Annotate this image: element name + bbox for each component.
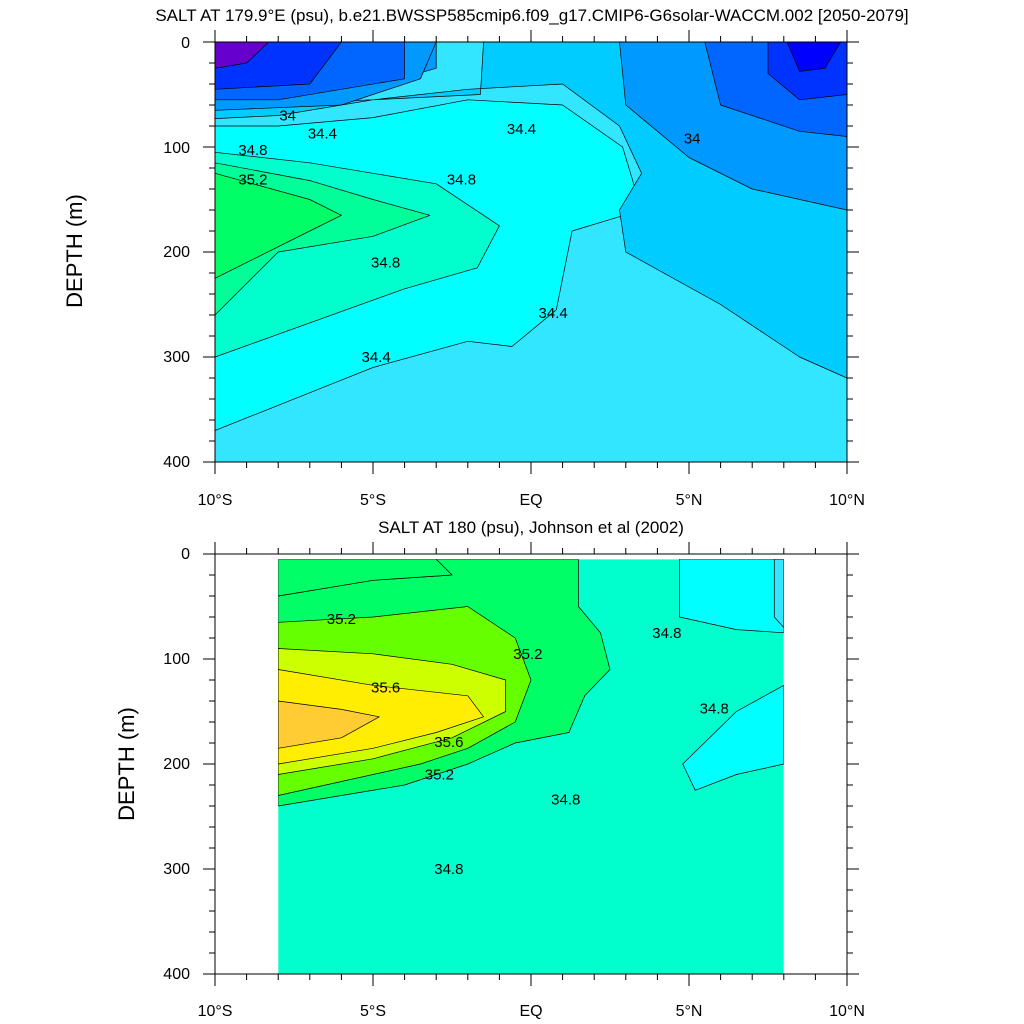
y-tick-label: 200 (163, 756, 190, 773)
contour-region (215, 172, 342, 279)
contour-label: 34 (684, 131, 701, 148)
contour-region (773, 559, 784, 628)
x-tick-label: EQ (519, 492, 542, 509)
y-tick-label: 100 (163, 651, 190, 668)
contour-label: 34.4 (308, 125, 337, 142)
y-tick-label: 300 (163, 861, 190, 878)
contour-fill-group (278, 559, 784, 974)
contour-label: 34.8 (447, 172, 476, 189)
contour-label: 34.8 (652, 625, 681, 642)
contour-label: 34.8 (700, 700, 729, 717)
contour-region (786, 42, 842, 72)
y-tick-labels: 0 100 200 300 400 (163, 35, 190, 471)
contour-region (215, 42, 270, 69)
y-tick-label: 0 (181, 35, 190, 52)
contour-region (278, 669, 484, 765)
contour-label: 34.4 (362, 349, 391, 366)
contour-label: 35.2 (425, 767, 454, 784)
x-tick-label: 10°S (198, 492, 233, 509)
plot-area: 34 34.4 34.8 35.2 34.8 34.4 34 34.8 34.4 34.4 (203, 30, 859, 474)
x-tick-label: 5°S (360, 492, 386, 509)
x-tick-label: 5°N (676, 492, 703, 509)
panel-top: SALT AT 179.9°E (psu), b.e21.BWSSP585cmi… (62, 6, 909, 509)
y-axis-label: DEPTH (m) (114, 707, 139, 821)
y-axis-label: DEPTH (m) (62, 194, 87, 308)
contour-region (679, 559, 784, 634)
contour-region (278, 700, 380, 749)
contour-label: 35.2 (327, 611, 356, 628)
panel-title: SALT AT 179.9°E (psu), b.e21.BWSSP585cmi… (155, 6, 908, 25)
contour-label: 35.6 (434, 734, 463, 751)
x-tick-labels: 10°S 5°S EQ 5°N 10°N (198, 1003, 865, 1020)
contour-label: 34.8 (434, 861, 463, 878)
x-tick-labels: 10°S 5°S EQ 5°N 10°N (198, 492, 865, 509)
panel-title: SALT AT 180 (psu), Johnson et al (2002) (378, 518, 684, 537)
contour-label: 34.8 (238, 142, 267, 159)
y-tick-label: 300 (163, 349, 190, 366)
contour-label: 34.8 (371, 255, 400, 272)
x-tick-label: EQ (519, 1003, 542, 1020)
y-tick-label: 400 (163, 454, 190, 471)
contour-label: 35.2 (513, 646, 542, 663)
x-tick-label: 5°N (676, 1003, 703, 1020)
x-tick-label: 10°N (829, 1003, 865, 1020)
contour-label: 35.2 (238, 172, 267, 189)
contour-label: 35.6 (371, 679, 400, 696)
contour-region (682, 684, 784, 791)
x-tick-label: 10°N (829, 492, 865, 509)
y-tick-labels: 0 100 200 300 400 (163, 546, 190, 983)
y-tick-label: 0 (181, 546, 190, 563)
panel-bottom: SALT AT 180 (psu), Johnson et al (2002) … (114, 518, 865, 1020)
contour-label: 34.8 (551, 792, 580, 809)
y-tick-label: 100 (163, 140, 190, 157)
contour-label: 34 (279, 108, 296, 125)
contour-label: 34.4 (539, 305, 568, 322)
contour-fill-group (215, 42, 847, 462)
contour-region (278, 559, 453, 597)
y-tick-label: 200 (163, 244, 190, 261)
contour-label: 34.4 (507, 121, 536, 138)
x-tick-label: 10°S (198, 1003, 233, 1020)
plot-area: 35.2 35.2 34.8 35.6 34.8 35.6 35.2 34.8 34.8 (203, 542, 859, 986)
y-tick-label: 400 (163, 966, 190, 983)
x-tick-label: 5°S (360, 1003, 386, 1020)
